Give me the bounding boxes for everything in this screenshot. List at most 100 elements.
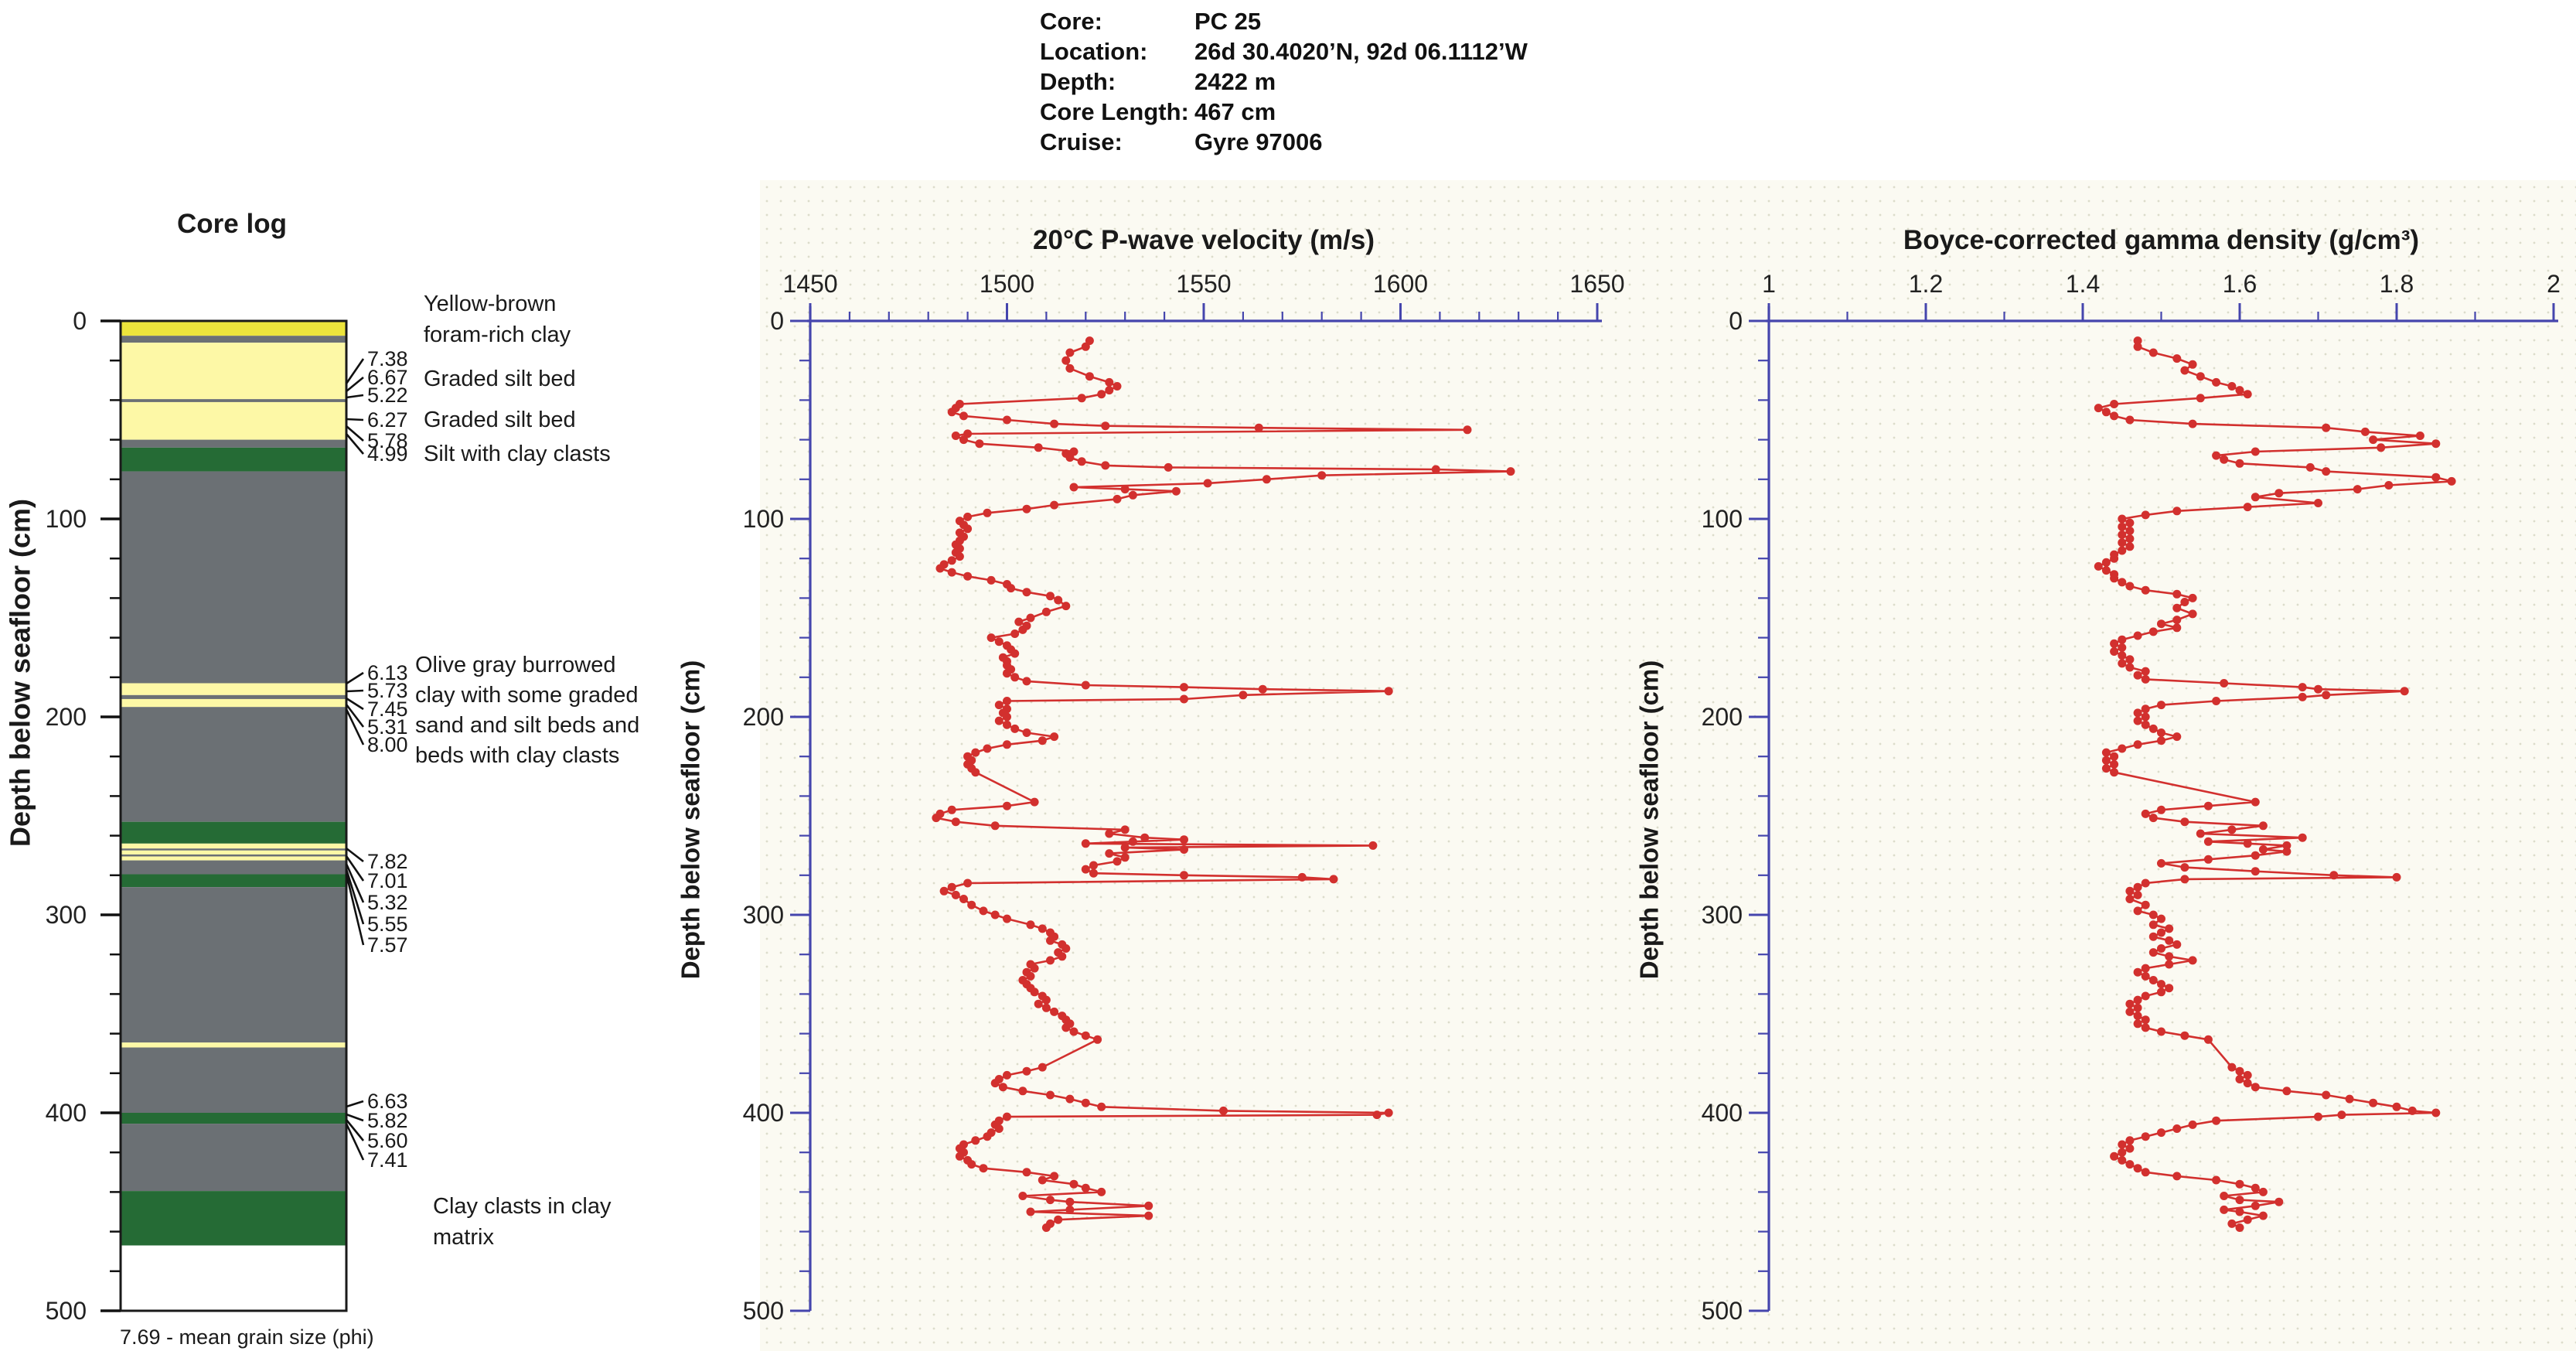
core-depth-tick-label: 300 — [46, 901, 87, 929]
pwave-chart: 20°C P-wave velocity (m/s) 1450 1500 1550 16… — [676, 225, 1625, 1325]
data-point — [2180, 875, 2189, 884]
data-point — [2251, 1083, 2260, 1092]
data-point — [2282, 841, 2291, 850]
data-point — [2227, 382, 2237, 391]
data-point — [2148, 348, 2158, 357]
data-point — [1219, 1106, 1228, 1115]
data-point — [1081, 1183, 1090, 1192]
data-point — [1041, 1003, 1051, 1012]
grain-size-leader — [346, 1100, 364, 1108]
grain-size-label: 8.00 — [367, 733, 408, 756]
header-value: 467 cm — [1194, 97, 1276, 125]
core-layer — [121, 336, 346, 343]
grain-size-label: 5.82 — [367, 1109, 408, 1132]
data-point — [1065, 1197, 1075, 1206]
core-layer — [121, 401, 346, 440]
data-point — [2141, 585, 2150, 595]
header-row: Location: 26d 30.4020’N, 92d 06.1112’W — [1040, 36, 1528, 67]
data-point — [2101, 408, 2111, 417]
data-point — [979, 906, 988, 916]
lithology-note-line: Graded silt bed — [424, 408, 576, 432]
data-point — [1144, 1211, 1153, 1220]
data-point — [2157, 1027, 2165, 1036]
data-point — [2165, 924, 2174, 933]
data-point — [1065, 1205, 1075, 1214]
data-point — [2141, 964, 2150, 973]
x-tick-label: 1.2 — [1909, 270, 1943, 298]
data-point — [2125, 895, 2135, 903]
data-point — [1097, 1187, 1106, 1196]
data-point — [1372, 1110, 1382, 1120]
data-point — [2157, 858, 2165, 868]
data-point — [2133, 716, 2142, 725]
data-point — [2227, 1063, 2237, 1072]
data-point — [2282, 847, 2291, 856]
data-point — [2258, 1211, 2268, 1220]
data-point — [1105, 829, 1114, 838]
data-point — [1317, 471, 1327, 480]
header-value: Gyre 97006 — [1194, 128, 1323, 155]
core-layer — [121, 321, 346, 336]
data-point — [2235, 1207, 2244, 1216]
core-layer — [121, 439, 346, 448]
grain-size-leader — [346, 671, 364, 685]
data-point — [2243, 1070, 2252, 1080]
data-point — [2125, 655, 2135, 664]
data-point — [2212, 1116, 2221, 1125]
data-point — [2235, 386, 2244, 395]
core-layer — [121, 1113, 346, 1124]
y-tick-label: 100 — [743, 505, 784, 533]
data-point — [1026, 920, 1035, 930]
grain-size-leader — [346, 847, 364, 863]
data-point — [990, 821, 1000, 831]
grain-size-label: 5.22 — [367, 384, 408, 407]
data-point — [2133, 995, 2142, 1005]
data-point — [2125, 415, 2135, 425]
data-point — [994, 637, 1003, 647]
data-point — [2118, 1140, 2127, 1149]
data-point — [986, 633, 996, 643]
core-layer — [121, 707, 346, 822]
data-point — [2141, 704, 2150, 714]
data-point — [2110, 400, 2119, 408]
data-point — [2110, 411, 2119, 421]
data-point — [2141, 900, 2150, 909]
header-label: Cruise: — [1040, 128, 1123, 155]
data-point — [2157, 944, 2165, 953]
data-point — [2148, 910, 2158, 919]
core-depth-tick-label: 200 — [46, 703, 87, 731]
data-point — [1003, 415, 1011, 425]
data-point — [2118, 578, 2127, 587]
data-point — [1203, 479, 1212, 488]
data-point — [947, 568, 956, 577]
data-point — [1050, 419, 1059, 428]
data-point — [1081, 681, 1090, 690]
data-point — [947, 805, 956, 814]
data-point — [2407, 1106, 2417, 1115]
data-point — [1003, 720, 1011, 729]
grain-size-leader — [345, 1119, 365, 1141]
data-point — [1050, 500, 1059, 510]
y-tick-label: 400 — [1702, 1099, 1743, 1127]
data-point — [1069, 483, 1078, 492]
data-point — [1038, 924, 1047, 933]
data-point — [1089, 868, 1098, 878]
data-point — [2133, 670, 2142, 680]
data-point — [2110, 574, 2119, 583]
data-point — [2157, 1128, 2165, 1138]
data-point — [975, 439, 984, 449]
data-point — [2212, 697, 2221, 705]
data-point — [2243, 839, 2252, 848]
grain-size-label: 5.31 — [367, 715, 408, 739]
data-point — [2172, 940, 2182, 949]
grain-size-label: 7.41 — [367, 1148, 408, 1172]
data-point — [2172, 732, 2182, 742]
grain-size-label: 4.99 — [367, 442, 408, 466]
data-point — [2110, 759, 2119, 769]
data-point — [1180, 694, 1188, 704]
data-point — [1003, 1112, 1011, 1121]
data-point — [1113, 382, 1122, 391]
data-point — [2148, 976, 2158, 984]
data-point — [2148, 627, 2158, 636]
data-point — [963, 524, 973, 534]
